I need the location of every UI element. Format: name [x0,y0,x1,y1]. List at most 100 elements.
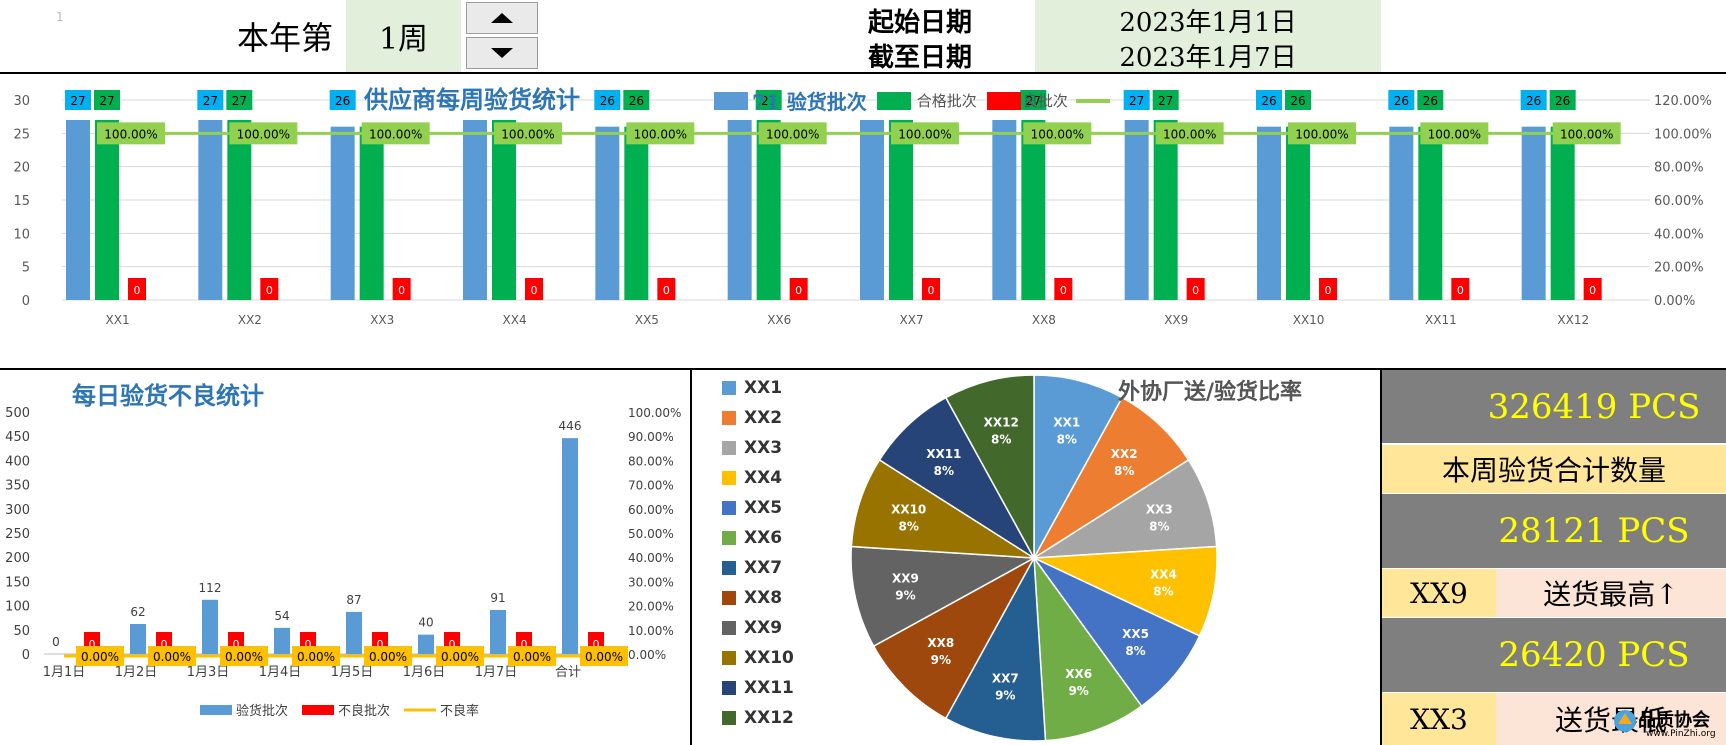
bar-passed [1418,126,1443,300]
data-label-defect: 0 [593,638,600,651]
data-label-defect: 0 [377,638,384,651]
pie-slice [1033,396,1190,559]
data-label-bg-passed [1417,90,1444,110]
y2-tick-label: 80.00% [628,454,674,468]
pie-slice-value: 8% [1153,585,1173,599]
data-label-bg-rate [364,646,412,666]
data-label-rate: 100.00% [1295,127,1348,141]
data-label-rate: 100.00% [634,127,687,141]
y2-tick-label: 50.00% [628,527,674,541]
data-label-rate: 100.00% [766,127,819,141]
top-chart-title: 供应商每周验货统计 [364,85,580,114]
week-prefix-label: 本年第 [236,19,333,57]
data-label-passed: 26 [1423,94,1438,108]
data-label-inspected: 26 [1394,94,1409,108]
bar-inspected [992,120,1017,300]
pie-legend-label: XX8 [744,588,783,608]
pie-legend-swatch [722,621,736,635]
pie-slice-label: XX11 [926,447,961,461]
bar-inspected [595,126,620,300]
pie-legend-swatch [722,381,736,395]
data-label-defect: 0 [89,638,96,651]
bar-defect [1319,278,1337,300]
data-label-passed: 27 [232,94,247,108]
x-tick-label: XX8 [1032,313,1056,327]
data-label-defect: 0 [1060,284,1067,297]
data-label-rate: 100.00% [1163,127,1216,141]
legend-swatch-red [986,91,1021,110]
pie-slice [1033,555,1143,742]
data-label-passed: 27 [99,94,114,108]
data-label-rate: 100.00% [369,127,422,141]
x-tick-label: 1月1日 [43,665,86,680]
total-qty-label-cell: 本周验货合计数量 [1382,445,1726,493]
pie-slice-value: 9% [931,653,951,667]
data-label-defect: 0 [134,284,141,297]
data-label-defect: 0 [266,284,273,297]
daily-defect-chart-svg: 500450400350300250200150100500100.00%90.… [5,406,681,719]
pie-legend-label: XX12 [744,708,794,728]
date-values-bg [1035,0,1381,72]
data-label-bg-rate [1155,122,1224,145]
max-qty-value: 28121 PCS [1498,511,1690,551]
pie-legend-swatch [722,681,736,695]
x-tick-label: 1月4日 [259,665,302,680]
pie-slice-value: 8% [1057,432,1077,446]
data-label-bg-rate [508,646,556,666]
bar-inspected [274,627,290,654]
y-tick-label: 350 [5,479,30,494]
data-label-inspected: 54 [274,609,289,623]
y-tick-label: 300 [5,503,30,518]
data-label-defect: 0 [233,638,240,651]
min-label: 送货最低 [1554,704,1667,737]
bar-defect [1583,278,1602,300]
data-label-defect: 0 [531,284,538,297]
bar-defect [922,278,940,300]
y-tick-label: 25 [13,127,30,142]
y2-tick-label: 60.00% [1654,194,1704,209]
pie-slice [1033,458,1218,559]
max-label-cell: 送货最高↑ [1496,569,1726,617]
y2-tick-label: 30.00% [628,575,674,589]
y2-tick-label: 80.00% [1654,161,1704,176]
bar-inspected [562,438,578,654]
start-date-value[interactable]: 2023年1月1日 [1119,7,1297,38]
end-date-value[interactable]: 2023年1月7日 [1119,42,1297,73]
bar-passed [492,120,516,300]
divider-bottom-left [690,368,692,745]
data-label-bg-rate [1552,122,1621,145]
data-label-inspected: 40 [418,616,433,630]
week-up-button[interactable] [466,2,538,34]
y-tick-label: 250 [5,527,30,542]
data-label-passed: 27 [1026,94,1041,108]
pie-legend-label: XX3 [744,438,783,458]
week-down-button[interactable] [466,37,538,69]
pie-slice [872,556,1036,720]
pie-legend-label: XX1 [744,378,783,398]
pie-legend-label: XX9 [744,618,783,638]
y2-tick-label: 60.00% [628,503,674,517]
data-label-inspected: 27 [1129,94,1144,108]
y-tick-label: 15 [13,194,30,209]
week-value[interactable]: 1周 [346,0,461,72]
y-tick-label: 10 [13,227,30,242]
total-qty-value: 326419 PCS [1487,386,1701,427]
x-tick-label: XX3 [370,313,394,327]
bar-inspected [1521,126,1546,300]
y-tick-label: 50 [13,624,30,639]
pie-legend-swatch [722,471,736,485]
data-label-bg-passed [226,90,253,110]
data-label-defect: 0 [1192,284,1199,297]
pie-legend-swatch [722,561,736,575]
pie-slice-value: 8% [1149,519,1169,533]
pie-slice-value: 9% [1068,684,1088,698]
pie-slice-value: 9% [995,689,1015,703]
pie-slice-label: XX6 [1065,667,1092,681]
y2-tick-label: 20.00% [628,600,674,614]
data-label-passed: 26 [1290,94,1305,108]
pie-legend-label: XX10 [744,648,794,668]
data-label-passed: 26 [629,94,644,108]
y2-tick-label: 70.00% [628,479,674,493]
max-qty-cell: 28121 PCS [1382,494,1726,568]
bar-defect [1451,278,1470,300]
